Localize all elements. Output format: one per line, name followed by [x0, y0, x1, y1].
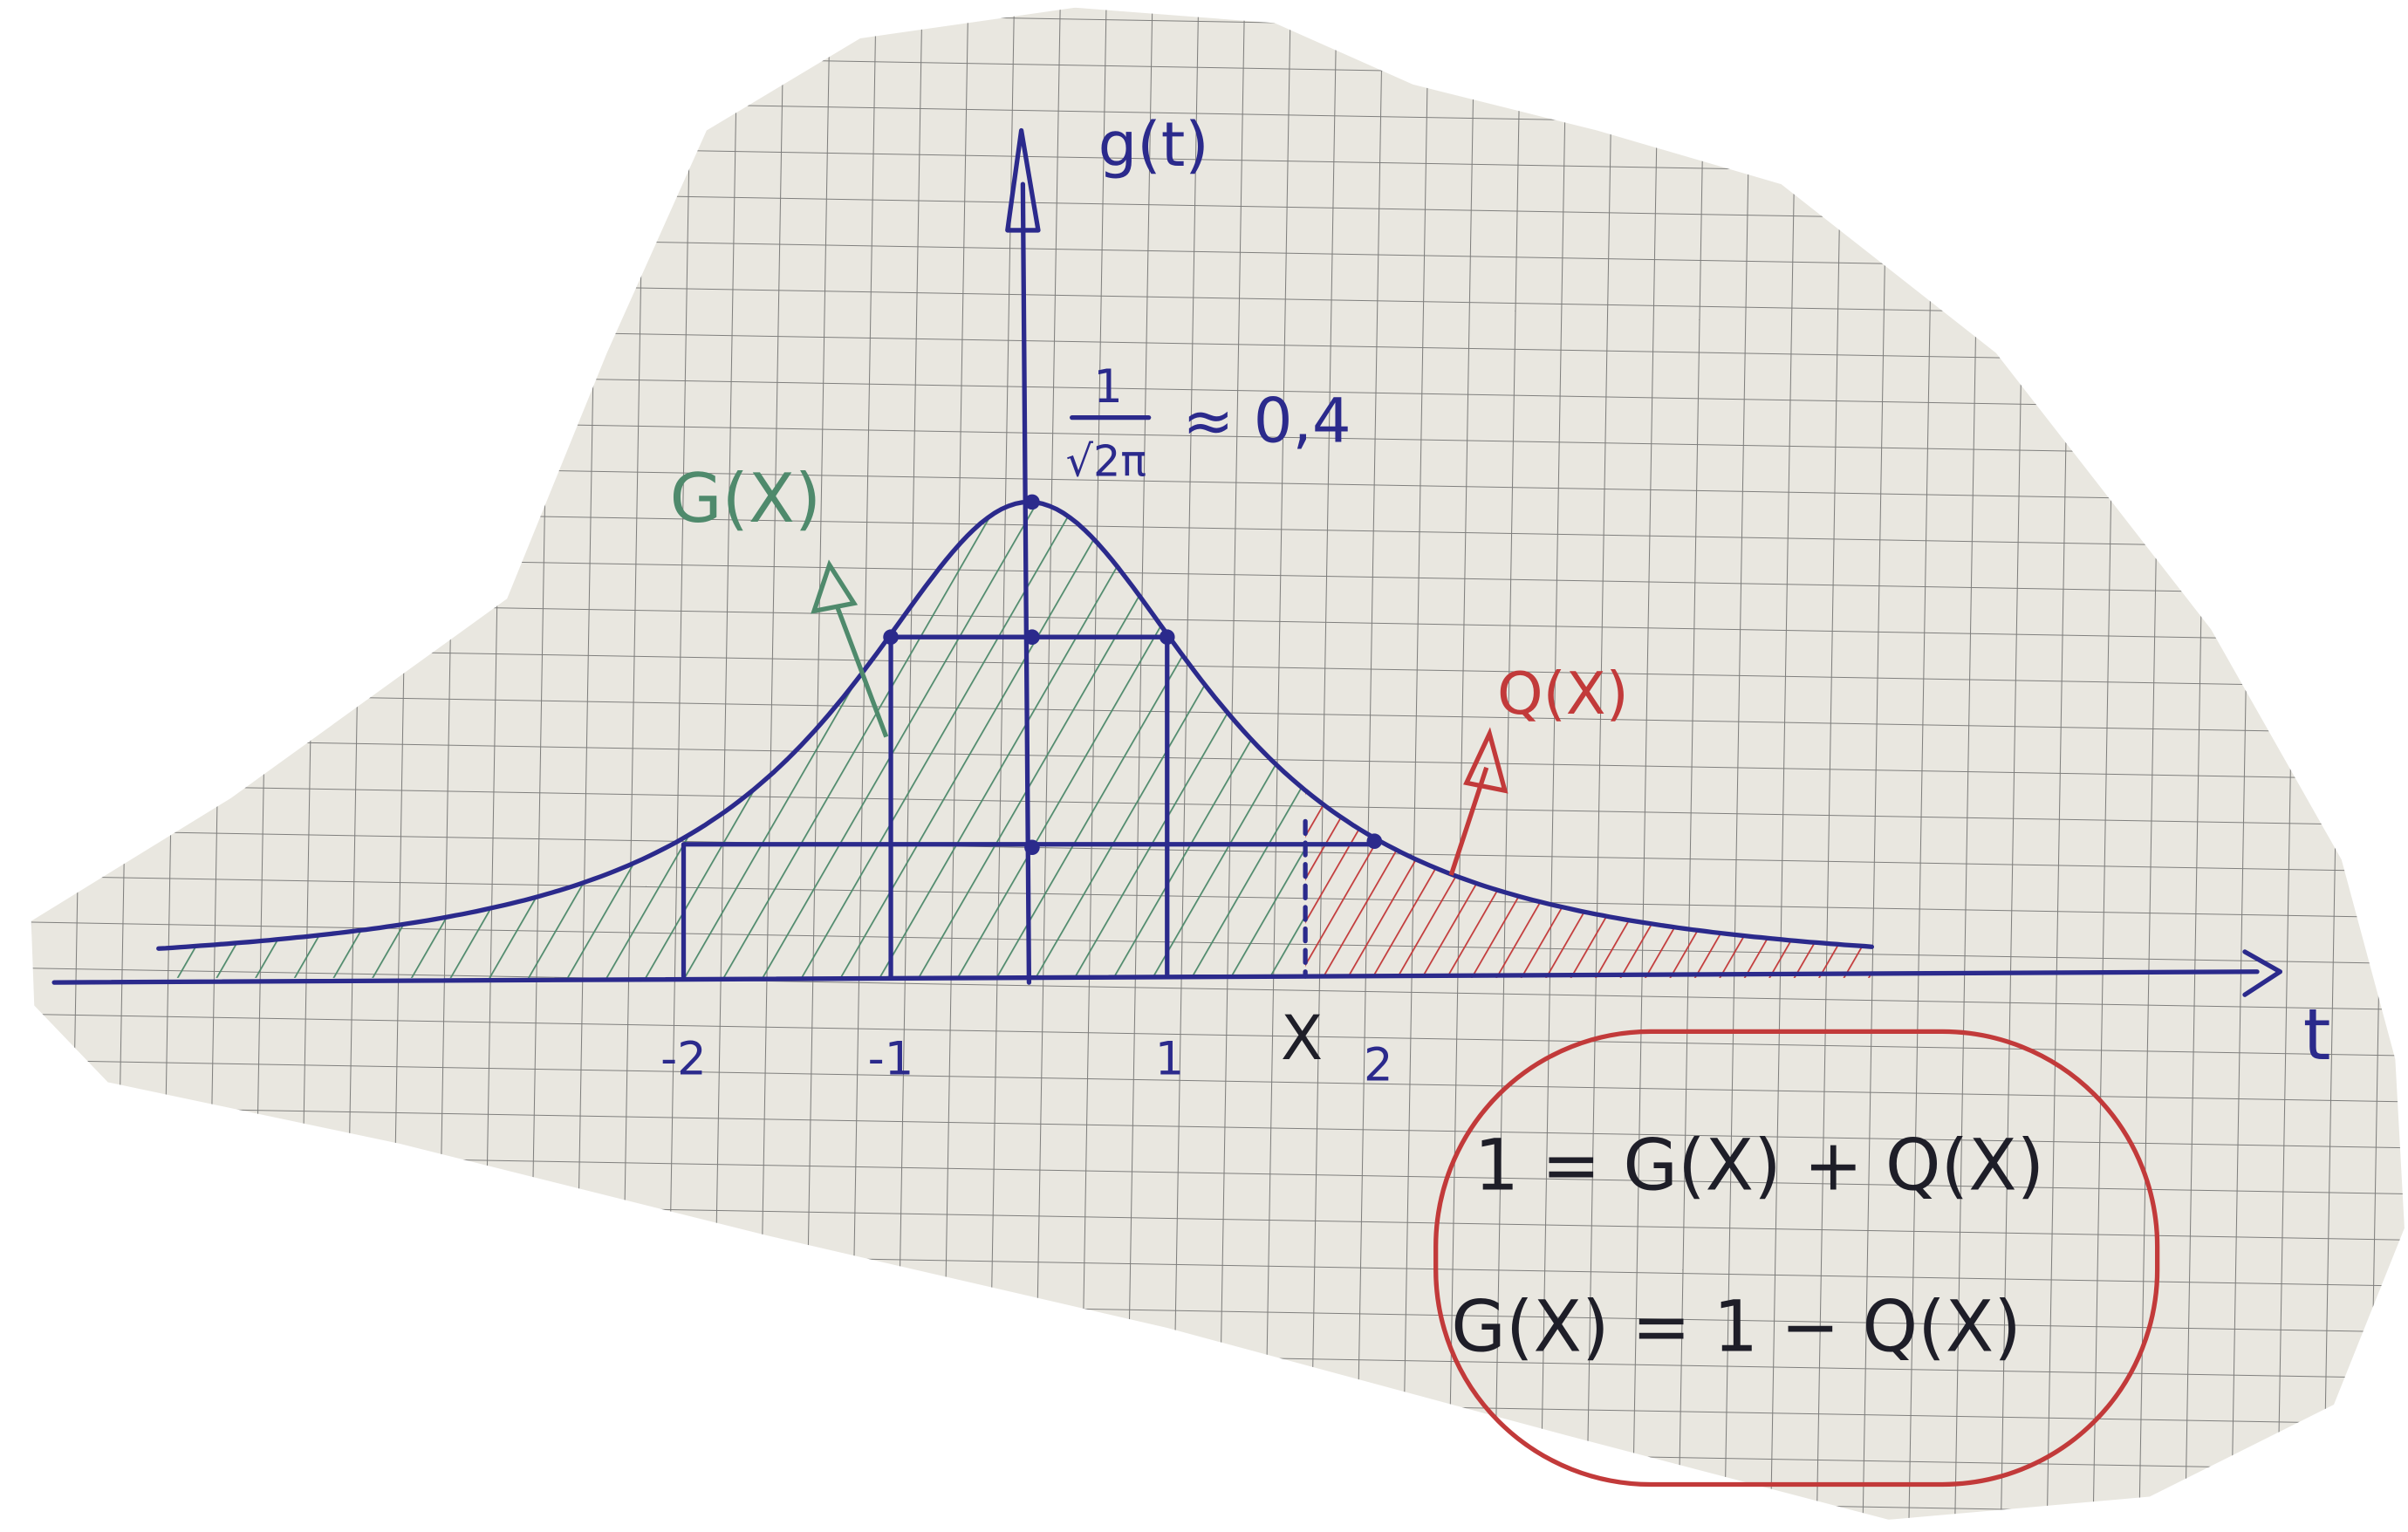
tick-label: 1: [1155, 1033, 1185, 1086]
g-arrow: [811, 559, 889, 738]
tick-label: -1: [868, 1033, 914, 1086]
equation: G(X) = 1 − Q(X): [1451, 1286, 2021, 1368]
x-axis: [51, 969, 2260, 985]
right-region-label: Q(X): [1497, 660, 1629, 728]
tick-label: -2: [660, 1033, 707, 1086]
right-area: [1305, 790, 1872, 978]
peak-denominator: √2π: [1066, 435, 1146, 486]
tick-label: 2: [1364, 1039, 1393, 1092]
equation-box: [1433, 1029, 2160, 1488]
y-arrow: [1005, 127, 1041, 233]
q-arrow: [1448, 727, 1508, 876]
density-curve: [156, 499, 1875, 951]
y-label: g(t): [1098, 109, 1209, 181]
equation: 1 = G(X) + Q(X): [1474, 1125, 2045, 1207]
peak-numerator: 1: [1093, 360, 1123, 414]
left-region-label: G(X): [670, 460, 821, 538]
hatched-areas: [158, 502, 1872, 978]
x-marker: X: [1281, 1002, 1323, 1074]
left-area: [158, 502, 1306, 978]
x-arrow: [2242, 949, 2283, 997]
x-label: t: [2303, 995, 2331, 1077]
peak-approx: ≈ 0,4: [1182, 386, 1351, 457]
